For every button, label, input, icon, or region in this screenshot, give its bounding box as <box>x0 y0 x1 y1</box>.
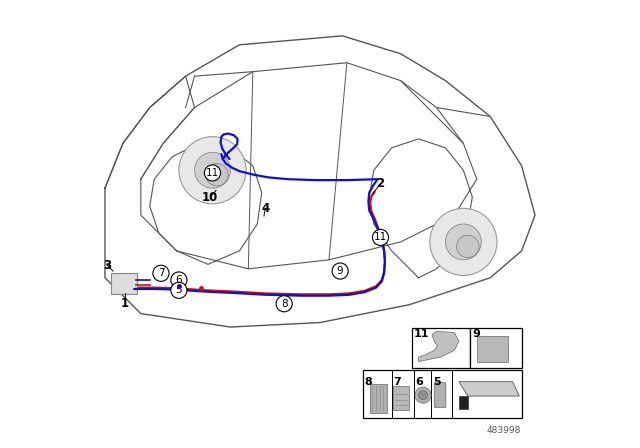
Circle shape <box>415 387 431 403</box>
Text: 2: 2 <box>376 177 385 190</box>
Circle shape <box>171 272 187 288</box>
Text: 8: 8 <box>281 299 287 309</box>
Circle shape <box>419 391 428 400</box>
Circle shape <box>430 208 497 276</box>
Text: 9: 9 <box>472 329 480 339</box>
Text: 6: 6 <box>415 377 423 387</box>
Text: 11: 11 <box>206 168 219 178</box>
Circle shape <box>206 164 228 186</box>
Polygon shape <box>459 382 520 396</box>
Circle shape <box>153 265 169 281</box>
Text: 11: 11 <box>414 329 429 339</box>
Bar <box>412 328 470 368</box>
FancyBboxPatch shape <box>111 273 137 294</box>
Polygon shape <box>459 396 468 409</box>
Text: 6: 6 <box>175 275 182 285</box>
Text: 5: 5 <box>433 377 440 387</box>
Text: 11: 11 <box>374 233 387 242</box>
Circle shape <box>276 296 292 312</box>
Polygon shape <box>419 332 459 362</box>
Circle shape <box>456 235 479 258</box>
Circle shape <box>204 165 221 181</box>
FancyBboxPatch shape <box>394 386 409 410</box>
Bar <box>362 370 522 418</box>
Circle shape <box>179 137 246 204</box>
Text: 5: 5 <box>175 285 182 295</box>
Circle shape <box>332 263 348 279</box>
Text: 483998: 483998 <box>486 426 521 435</box>
Text: 9: 9 <box>337 266 344 276</box>
Circle shape <box>372 229 388 246</box>
Circle shape <box>195 152 230 188</box>
FancyBboxPatch shape <box>477 336 508 362</box>
FancyBboxPatch shape <box>435 383 446 408</box>
Text: 7: 7 <box>393 377 401 387</box>
Text: 1: 1 <box>121 297 129 310</box>
Text: 3: 3 <box>103 258 111 272</box>
Text: 10: 10 <box>202 190 218 204</box>
Text: 4: 4 <box>261 202 269 215</box>
Text: 8: 8 <box>364 377 372 387</box>
Circle shape <box>171 282 187 298</box>
Circle shape <box>445 224 481 260</box>
FancyBboxPatch shape <box>370 384 387 413</box>
Bar <box>470 328 522 368</box>
Text: 7: 7 <box>157 268 164 278</box>
